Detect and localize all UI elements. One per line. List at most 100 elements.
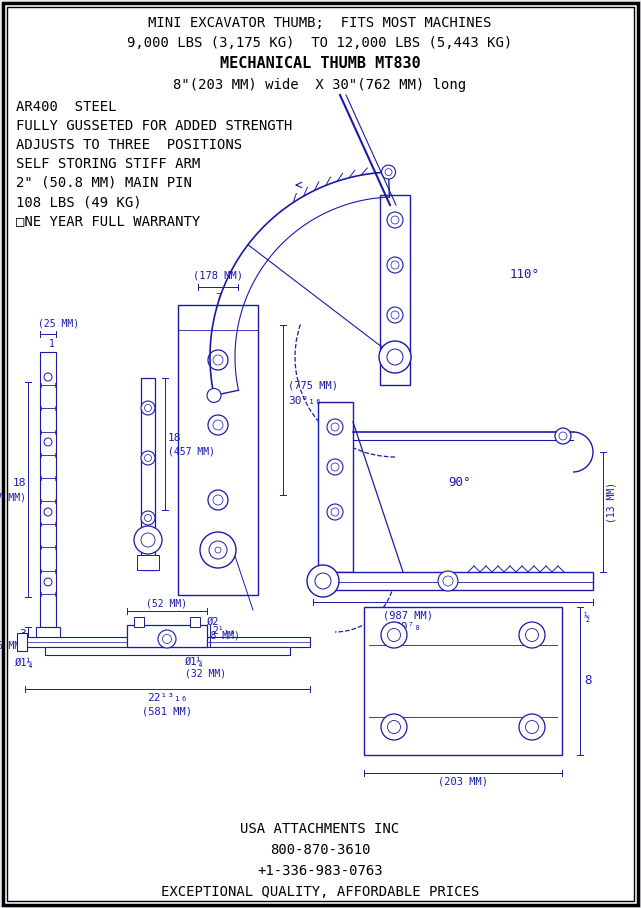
Bar xyxy=(190,617,200,627)
Circle shape xyxy=(331,423,339,431)
Circle shape xyxy=(44,578,52,586)
Circle shape xyxy=(213,495,223,505)
Circle shape xyxy=(331,463,339,471)
Bar xyxy=(127,625,207,647)
Circle shape xyxy=(438,571,458,591)
Text: ADJUSTS TO THREE  POSITIONS: ADJUSTS TO THREE POSITIONS xyxy=(16,138,242,152)
Circle shape xyxy=(209,541,227,559)
Circle shape xyxy=(208,415,228,435)
Circle shape xyxy=(387,307,403,323)
Bar xyxy=(137,555,159,570)
Text: Ø1¼: Ø1¼ xyxy=(185,657,204,667)
Text: (13 MM): (13 MM) xyxy=(606,481,616,523)
Circle shape xyxy=(526,628,538,641)
Circle shape xyxy=(387,349,403,365)
Circle shape xyxy=(44,508,52,516)
Circle shape xyxy=(215,547,221,553)
Circle shape xyxy=(387,212,403,228)
Circle shape xyxy=(141,401,155,415)
Text: 110°: 110° xyxy=(510,269,540,281)
Circle shape xyxy=(158,630,176,648)
Circle shape xyxy=(443,576,453,586)
Circle shape xyxy=(559,432,567,440)
Bar xyxy=(36,627,60,641)
Text: ½: ½ xyxy=(584,612,590,622)
Text: (76 MM): (76 MM) xyxy=(0,641,26,651)
Text: (25 MM): (25 MM) xyxy=(38,319,79,329)
Circle shape xyxy=(379,341,411,373)
Text: 8"(203 MM) wide  X 30"(762 MM) long: 8"(203 MM) wide X 30"(762 MM) long xyxy=(174,78,467,92)
Circle shape xyxy=(144,455,151,461)
Text: (32 MM): (32 MM) xyxy=(185,669,226,679)
Circle shape xyxy=(519,714,545,740)
Circle shape xyxy=(327,419,343,435)
Text: 7: 7 xyxy=(215,293,221,303)
Circle shape xyxy=(381,165,395,179)
Circle shape xyxy=(315,573,331,589)
Text: USA ATTACHMENTS INC: USA ATTACHMENTS INC xyxy=(240,822,399,836)
Bar xyxy=(141,378,155,570)
Text: 8: 8 xyxy=(584,675,592,687)
Text: 800-870-3610: 800-870-3610 xyxy=(270,843,370,857)
Circle shape xyxy=(388,721,401,734)
Text: 90°: 90° xyxy=(448,476,470,489)
Circle shape xyxy=(381,714,407,740)
Circle shape xyxy=(327,459,343,475)
Bar xyxy=(178,305,258,595)
Text: (50.8 MM): (50.8 MM) xyxy=(187,631,240,641)
Text: (457 MM): (457 MM) xyxy=(168,447,215,457)
Text: (775 MM): (775 MM) xyxy=(288,380,338,390)
Text: 18: 18 xyxy=(168,433,181,443)
Circle shape xyxy=(213,355,223,365)
Text: 18: 18 xyxy=(13,479,26,489)
Text: AR400  STEEL: AR400 STEEL xyxy=(16,100,117,114)
Bar xyxy=(318,402,353,572)
Bar xyxy=(25,637,310,647)
Circle shape xyxy=(391,261,399,269)
Circle shape xyxy=(555,428,571,444)
Circle shape xyxy=(388,628,401,641)
Text: (581 MM): (581 MM) xyxy=(142,706,192,716)
Circle shape xyxy=(144,404,151,411)
Text: 1: 1 xyxy=(49,339,55,349)
Text: Ø2: Ø2 xyxy=(207,617,219,627)
Circle shape xyxy=(134,526,162,554)
Text: (457 MM): (457 MM) xyxy=(0,492,26,502)
Text: (52 MM): (52 MM) xyxy=(146,598,188,608)
Bar xyxy=(17,633,27,651)
Circle shape xyxy=(141,511,155,525)
Text: FULLY GUSSETED FOR ADDED STRENGTH: FULLY GUSSETED FOR ADDED STRENGTH xyxy=(16,119,292,133)
Circle shape xyxy=(307,565,339,597)
Circle shape xyxy=(331,508,339,516)
Text: 30⁷₈: 30⁷₈ xyxy=(394,622,422,632)
Circle shape xyxy=(519,622,545,648)
Text: MINI EXCAVATOR THUMB;  FITS MOST MACHINES: MINI EXCAVATOR THUMB; FITS MOST MACHINES xyxy=(148,16,492,30)
Circle shape xyxy=(213,420,223,430)
Text: +1-336-983-0763: +1-336-983-0763 xyxy=(257,864,383,878)
Bar xyxy=(40,352,56,627)
Circle shape xyxy=(391,216,399,224)
Circle shape xyxy=(141,533,155,547)
Circle shape xyxy=(163,635,172,644)
Text: 3: 3 xyxy=(19,629,26,639)
Circle shape xyxy=(208,490,228,510)
Circle shape xyxy=(208,350,228,370)
Text: 2" (50.8 MM) MAIN PIN: 2" (50.8 MM) MAIN PIN xyxy=(16,176,192,190)
Circle shape xyxy=(391,311,399,319)
Circle shape xyxy=(200,532,236,568)
Text: (178 MM): (178 MM) xyxy=(193,271,243,281)
Text: 108 LBS (49 KG): 108 LBS (49 KG) xyxy=(16,195,142,209)
Text: Ø1¼: Ø1¼ xyxy=(15,658,34,668)
Circle shape xyxy=(44,373,52,381)
Text: MECHANICAL THUMB MT830: MECHANICAL THUMB MT830 xyxy=(220,56,420,71)
Bar xyxy=(134,617,144,627)
Text: 30⁹₁₆: 30⁹₁₆ xyxy=(288,396,322,406)
Text: 22¹³₁₆: 22¹³₁₆ xyxy=(147,693,188,703)
Text: □NE YEAR FULL WARRANTY: □NE YEAR FULL WARRANTY xyxy=(16,214,200,228)
Circle shape xyxy=(207,389,221,402)
Bar xyxy=(45,647,290,655)
Circle shape xyxy=(327,504,343,520)
Circle shape xyxy=(44,438,52,446)
Bar xyxy=(380,195,410,385)
Text: 9,000 LBS (3,175 KG)  TO 12,000 LBS (5,443 KG): 9,000 LBS (3,175 KG) TO 12,000 LBS (5,44… xyxy=(128,36,513,50)
